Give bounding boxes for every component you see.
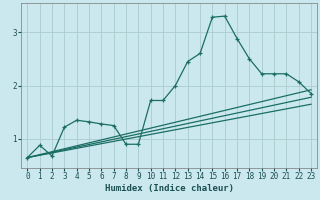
X-axis label: Humidex (Indice chaleur): Humidex (Indice chaleur)	[105, 184, 234, 193]
